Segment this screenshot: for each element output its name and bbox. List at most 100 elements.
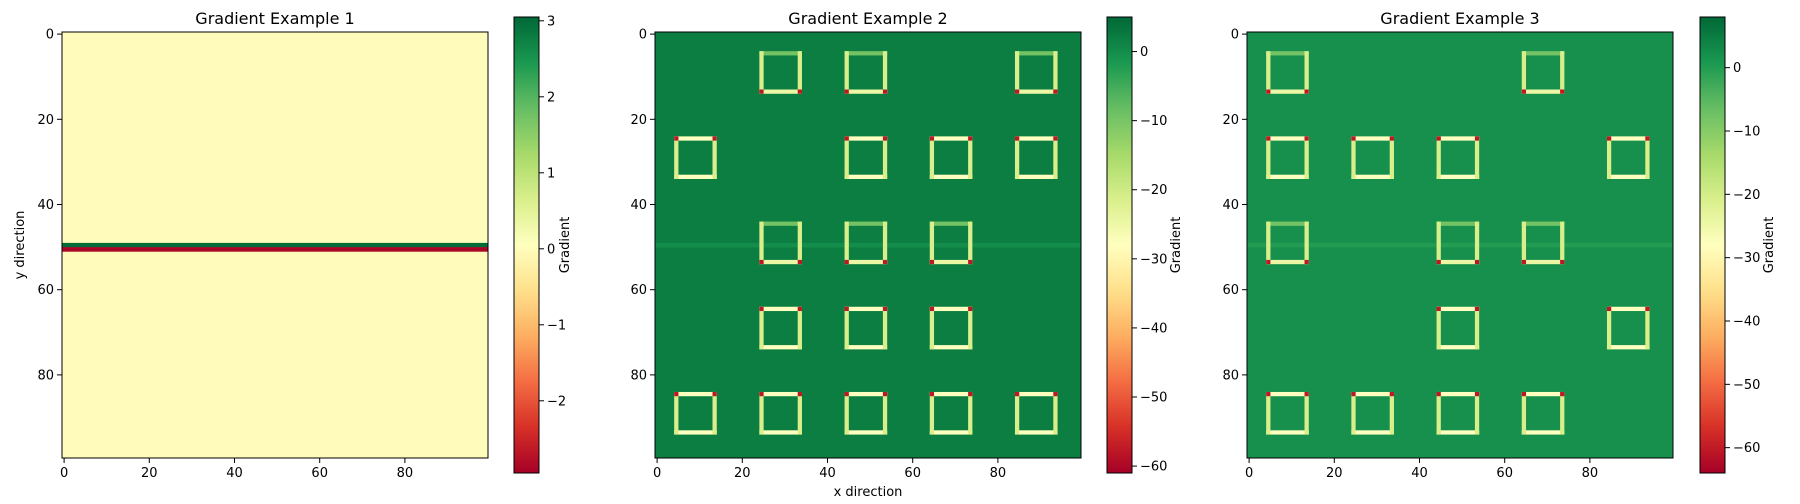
gradient-square (1436, 306, 1480, 350)
square-edge-bottom (1521, 89, 1565, 94)
square-corner (882, 89, 888, 94)
square-edge-top (1436, 136, 1480, 141)
gradient-square (759, 51, 802, 94)
square-edge-right (882, 136, 888, 179)
x-tick-label: 60 (311, 466, 328, 481)
colorbar-label: Gradient (1169, 217, 1184, 274)
gradient-square (1014, 136, 1058, 179)
square-edge-left (1436, 221, 1441, 265)
heatmap-image (1247, 32, 1673, 458)
x-tick-label: 0 (1245, 466, 1253, 481)
square-edge-right (1645, 136, 1650, 179)
square-edge-left (1266, 391, 1271, 435)
square-corner (1521, 259, 1527, 265)
square-edge-left (1014, 391, 1020, 435)
square-edge-left (759, 221, 764, 265)
square-edge-left (844, 391, 849, 435)
square-edge-top (844, 51, 888, 56)
colorbar-tick-label: −10 (1733, 125, 1760, 140)
square-corner (1351, 136, 1356, 141)
square-corner (674, 136, 679, 141)
colorbar-tick-label: −50 (1140, 391, 1167, 406)
x-tick-label: 80 (397, 466, 414, 481)
square-edge-right (797, 221, 802, 265)
square-edge-left (1436, 136, 1441, 179)
square-edge-left (929, 306, 935, 350)
square-edge-bottom (1014, 89, 1058, 94)
colorbar-tick-label: −40 (1140, 321, 1167, 336)
y-tick-label: 0 (46, 28, 54, 43)
panel-3: 0 20 40 60 80 0 20 40 60 80 Gradient Example 3 0 −10… (1222, 9, 1777, 481)
square-edge-top (1266, 221, 1309, 226)
square-edge-top (1436, 221, 1480, 226)
gradient-square (674, 391, 717, 435)
square-corner (882, 136, 888, 141)
square-edge-right (882, 391, 888, 435)
square-edge-top (1351, 136, 1394, 141)
square-edge-top (759, 391, 802, 397)
x-axis-label: x direction (834, 485, 903, 500)
y-tick-label: 20 (37, 113, 54, 128)
y-tick-label: 60 (37, 283, 54, 298)
y-axis-label: y direction (13, 211, 28, 280)
colorbar-tick-label: −10 (1140, 114, 1167, 129)
square-edge-right (1474, 391, 1480, 435)
square-corner (1521, 391, 1527, 397)
square-edge-bottom (1266, 89, 1309, 94)
gradient-square (844, 391, 888, 435)
square-edge-left (844, 306, 849, 350)
square-edge-bottom (1521, 259, 1565, 265)
square-edge-bottom (929, 430, 973, 435)
square-edge-top (1606, 136, 1650, 141)
x-tick-label: 80 (990, 466, 1007, 481)
square-edge-left (1436, 306, 1441, 350)
square-corner (1266, 136, 1271, 141)
gradient-square (1521, 221, 1565, 265)
square-corner (797, 306, 802, 312)
colorbar-gradient (1700, 17, 1725, 473)
square-edge-bottom (1436, 174, 1480, 179)
square-edge-top (1521, 391, 1565, 397)
colorbar-frame (513, 16, 540, 474)
square-edge-right (1560, 221, 1565, 265)
square-corner (929, 259, 935, 265)
square-corner (1474, 136, 1480, 141)
square-edge-right (1304, 136, 1309, 179)
square-edge-right (1474, 136, 1480, 179)
square-edge-bottom (759, 259, 802, 265)
square-edge-left (1521, 221, 1527, 265)
x-tick-label: 20 (141, 466, 158, 481)
square-edge-right (797, 391, 802, 435)
horizontal-band-row (62, 247, 488, 252)
square-edge-left (929, 391, 935, 435)
square-edge-right (712, 391, 717, 435)
square-edge-left (929, 221, 935, 265)
panel-2: 0 20 40 60 80 0 20 40 60 80 Gradient Example 2 x di… (630, 9, 1184, 500)
square-corner (1304, 89, 1309, 94)
square-corner (674, 391, 679, 397)
square-corner (797, 89, 802, 94)
colorbar-tick-label: 1 (547, 166, 555, 181)
horizontal-band-row (1247, 242, 1673, 248)
square-edge-left (759, 391, 764, 435)
square-corner (844, 391, 849, 397)
square-edge-left (1351, 391, 1356, 435)
square-edge-top (1436, 306, 1480, 312)
square-edge-left (1351, 136, 1356, 179)
panel-title: Gradient Example 1 (195, 9, 354, 28)
square-edge-top (674, 136, 717, 141)
square-edge-top (844, 306, 888, 312)
square-edge-bottom (844, 259, 888, 265)
x-tick-label: 60 (904, 466, 921, 481)
y-tick-label: 0 (639, 28, 647, 43)
square-edge-bottom (929, 345, 973, 350)
gradient-square (844, 136, 888, 179)
square-corner (882, 391, 888, 397)
gradient-square (1436, 221, 1480, 265)
square-edge-top (844, 136, 888, 141)
square-corner (1266, 89, 1271, 94)
x-tick-label: 20 (734, 466, 751, 481)
square-edge-right (1645, 306, 1650, 350)
colorbar-tick-label: −20 (1140, 183, 1167, 198)
square-edge-bottom (1606, 345, 1650, 350)
